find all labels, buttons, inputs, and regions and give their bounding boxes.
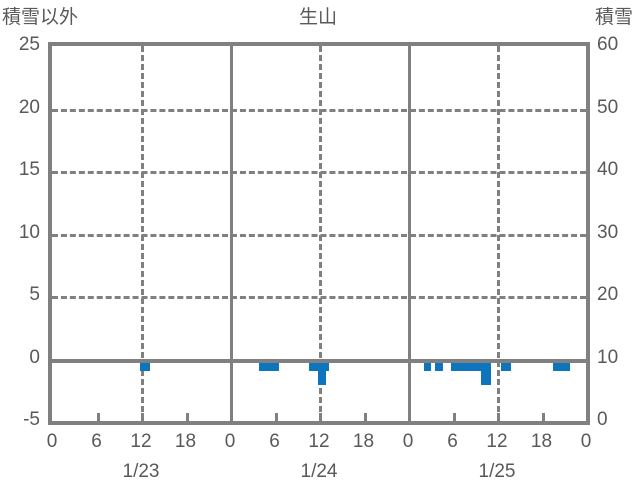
vertical-gridline xyxy=(319,46,322,421)
bar xyxy=(423,358,431,371)
vertical-gridline xyxy=(497,46,500,421)
x-axis-tickmark xyxy=(230,413,233,421)
bar xyxy=(481,358,492,385)
x-axis-tickmark xyxy=(185,413,189,421)
zero-line xyxy=(52,358,586,363)
y-axis-right-tick-label: 40 xyxy=(597,159,619,180)
x-axis-tickmark xyxy=(363,413,367,421)
y-axis-left-tick-label: 20 xyxy=(18,96,40,118)
x-axis-day-label: 1/23 xyxy=(122,461,160,482)
x-axis-tick-label: 12 xyxy=(130,431,152,452)
y-axis-right-tick-label: 50 xyxy=(597,96,619,118)
y-axis-right-tick-label: 0 xyxy=(597,409,608,430)
y-axis-right-tick-label: 30 xyxy=(597,221,619,243)
x-axis-tickmark xyxy=(541,413,545,421)
bar xyxy=(139,358,150,371)
x-axis-tick-label: 0 xyxy=(224,431,236,452)
day-separator-line xyxy=(408,46,411,421)
x-axis-tickmark xyxy=(408,413,411,421)
x-axis-tickmark xyxy=(96,413,100,421)
bar xyxy=(317,358,327,385)
y-axis-left-tick-label: 0 xyxy=(29,346,40,368)
y-axis-left-tick-label: 10 xyxy=(18,221,40,243)
y-axis-right-tick-label: 10 xyxy=(597,346,619,368)
bar xyxy=(435,358,443,371)
x-axis-tick-label: 0 xyxy=(46,431,58,452)
plot-area xyxy=(48,42,590,425)
x-axis-tickmark xyxy=(141,413,144,421)
x-axis-tick-label: 6 xyxy=(269,431,280,452)
x-axis-tick-label: 0 xyxy=(580,431,592,452)
x-axis-tick-label: 6 xyxy=(91,431,102,452)
chart-title: 生山 xyxy=(298,7,337,28)
y-axis-left-tick-label: 15 xyxy=(18,159,40,180)
left-axis-unit-label: 積雪以外 xyxy=(2,7,79,28)
x-axis-tickmark xyxy=(497,413,500,421)
x-axis-tick-label: 18 xyxy=(530,431,553,452)
x-axis-tickmark xyxy=(274,413,278,421)
x-axis-tick-label: 6 xyxy=(447,431,458,452)
x-axis-tick-label: 0 xyxy=(402,431,414,452)
x-axis-tick-label: 12 xyxy=(486,431,508,452)
x-axis-day-label: 1/24 xyxy=(300,461,338,482)
x-axis-tickmark xyxy=(319,413,322,421)
day-separator-line xyxy=(230,46,233,421)
y-axis-right-tick-label: 20 xyxy=(597,284,619,305)
x-axis-tick-label: 12 xyxy=(308,431,330,452)
x-axis-tickmark xyxy=(452,413,456,421)
y-axis-left-tick-label: -5 xyxy=(23,409,40,430)
x-axis-day-label: 1/25 xyxy=(478,461,516,482)
bar xyxy=(500,358,512,371)
x-axis-tick-label: 18 xyxy=(352,431,375,452)
y-axis-right-tick-label: 60 xyxy=(597,34,619,55)
y-axis-left-tick-label: 5 xyxy=(29,284,40,305)
y-axis-left-tick-label: 25 xyxy=(18,34,40,55)
right-axis-unit-label: 積雪 xyxy=(594,7,633,28)
x-axis-tick-label: 18 xyxy=(174,431,197,452)
vertical-gridline xyxy=(141,46,144,421)
plot-inner xyxy=(52,46,586,421)
